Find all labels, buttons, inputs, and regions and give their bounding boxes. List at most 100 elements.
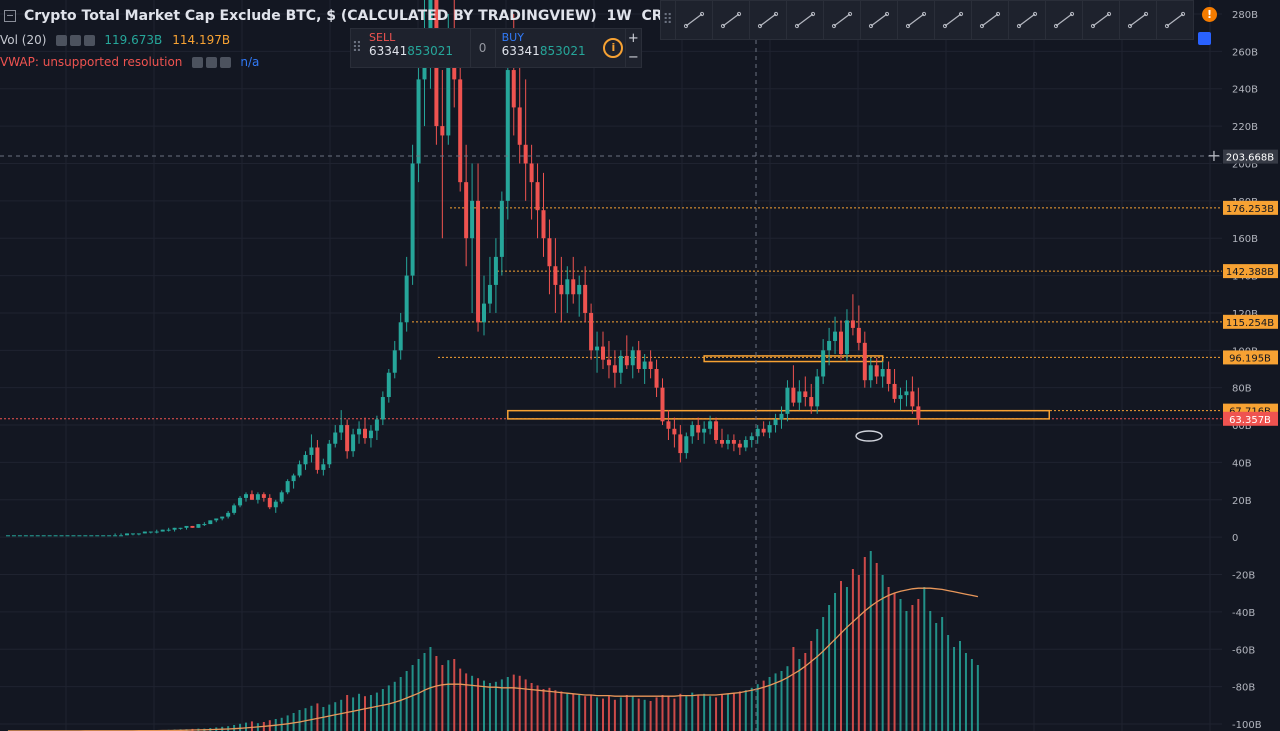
volume-bar [369, 695, 372, 731]
increase-button[interactable]: + [627, 31, 639, 46]
candle-body [803, 391, 808, 398]
candle-body [47, 535, 52, 537]
collapse-icon[interactable] [4, 10, 16, 22]
candle-body [345, 425, 350, 452]
candle-body [327, 443, 332, 465]
candle-body [779, 413, 784, 420]
candle-body [273, 501, 278, 508]
curve-icon[interactable] [896, 1, 934, 39]
add-alert-icon[interactable]: + [1207, 146, 1221, 165]
candle-body [809, 397, 814, 407]
close-icon[interactable] [220, 56, 232, 68]
ray-icon[interactable] [674, 1, 712, 39]
candle-body [618, 355, 623, 373]
quantity-value[interactable]: 0 [469, 29, 496, 67]
rectangle-icon[interactable] [933, 1, 971, 39]
candle-body [208, 520, 213, 525]
price-axis-tick: 280B [1232, 10, 1258, 21]
volume-bar [738, 691, 741, 731]
volume-indicator-legend: Vol (20) 119.673B 114.197B [0, 31, 230, 49]
volume-bar [334, 702, 337, 731]
volume-bar [465, 673, 468, 731]
drag-handle-icon[interactable]: ⠿ [351, 40, 363, 56]
gear-icon[interactable] [206, 56, 218, 68]
candle-body [642, 361, 647, 369]
volume-bar [703, 693, 706, 731]
buy-price: 63341853021 [501, 44, 586, 58]
candle-body [886, 369, 891, 384]
candle-body [523, 144, 528, 164]
candle-body [107, 535, 112, 537]
candle-body [232, 505, 237, 513]
volume-bar [625, 695, 628, 731]
candle-body [696, 425, 701, 433]
candle-body [470, 200, 475, 239]
trend-line-icon[interactable] [711, 1, 749, 39]
sell-button[interactable]: SELL 63341853021 [363, 29, 470, 67]
vwap-indicator-name[interactable]: VWAP: unsupported resolution [0, 55, 183, 69]
candle-body [446, 32, 451, 136]
candle-body [666, 421, 671, 429]
parallel-channel-icon[interactable] [822, 1, 860, 39]
fib-retracement-icon[interactable] [859, 1, 897, 39]
candle-body [815, 376, 820, 407]
volume-bar [667, 696, 670, 731]
volume-indicator-name[interactable]: Vol (20) [0, 33, 47, 47]
candle-body [720, 440, 724, 444]
candle-body [285, 481, 290, 493]
long-position-icon[interactable] [1044, 1, 1082, 39]
candle-body [511, 70, 516, 108]
eye-icon[interactable] [56, 34, 68, 46]
volume-bar [316, 703, 319, 731]
volume-bar [643, 699, 646, 731]
candle-body [309, 447, 314, 455]
volume-bar [387, 685, 390, 731]
candle-body [482, 303, 486, 323]
arc-icon[interactable] [970, 1, 1008, 39]
price-axis-labels: 203.668B 176.253B 142.388B 115.254B 96.195B 6… [1223, 149, 1278, 426]
volume-bar [548, 687, 551, 731]
volume-bar [560, 691, 563, 731]
volume-bar [685, 696, 688, 731]
callout-icon[interactable] [1007, 1, 1045, 39]
price-label-badge [1223, 264, 1278, 279]
price-axis-tick: -60B [1232, 645, 1255, 656]
candle-body [142, 531, 147, 534]
menu-icon[interactable] [1156, 1, 1193, 39]
candle-body [904, 391, 909, 396]
volume-moving-average-line [8, 587, 979, 731]
volume-bar [453, 659, 456, 731]
price-axis-tick: 240B [1232, 85, 1258, 96]
short-position-icon[interactable] [1081, 1, 1119, 39]
buy-button[interactable]: BUY 63341853021 [496, 29, 603, 67]
horizontal-line-icon[interactable] [785, 1, 823, 39]
candle-body [410, 163, 415, 276]
save-icon[interactable] [1198, 32, 1211, 45]
volume-bar [631, 696, 634, 731]
warning-icon[interactable]: ! [1202, 7, 1217, 22]
candle-body [595, 346, 600, 351]
horizontal-ray-icon[interactable] [748, 1, 786, 39]
decrease-button[interactable]: − [627, 50, 639, 65]
volume-bar [834, 593, 837, 731]
measure-icon[interactable] [1119, 1, 1156, 39]
info-button[interactable]: i [602, 29, 624, 67]
volume-bar [929, 611, 932, 731]
volume-bar [970, 659, 973, 731]
candle-body [148, 531, 153, 533]
volume-bar [393, 681, 396, 731]
price-label-badge [1223, 200, 1278, 215]
volume-bar [530, 683, 533, 731]
candle-body [17, 535, 22, 537]
candle-body [678, 434, 683, 454]
eye-icon[interactable] [192, 56, 204, 68]
volume-bar [292, 713, 295, 731]
candle-body [577, 284, 582, 295]
close-icon[interactable] [84, 34, 96, 46]
volume-bar [441, 665, 444, 731]
drag-handle-icon[interactable]: ⠿ [662, 12, 673, 28]
buy-label: BUY [501, 31, 524, 44]
volume-bar [239, 723, 242, 731]
gear-icon[interactable] [70, 34, 82, 46]
